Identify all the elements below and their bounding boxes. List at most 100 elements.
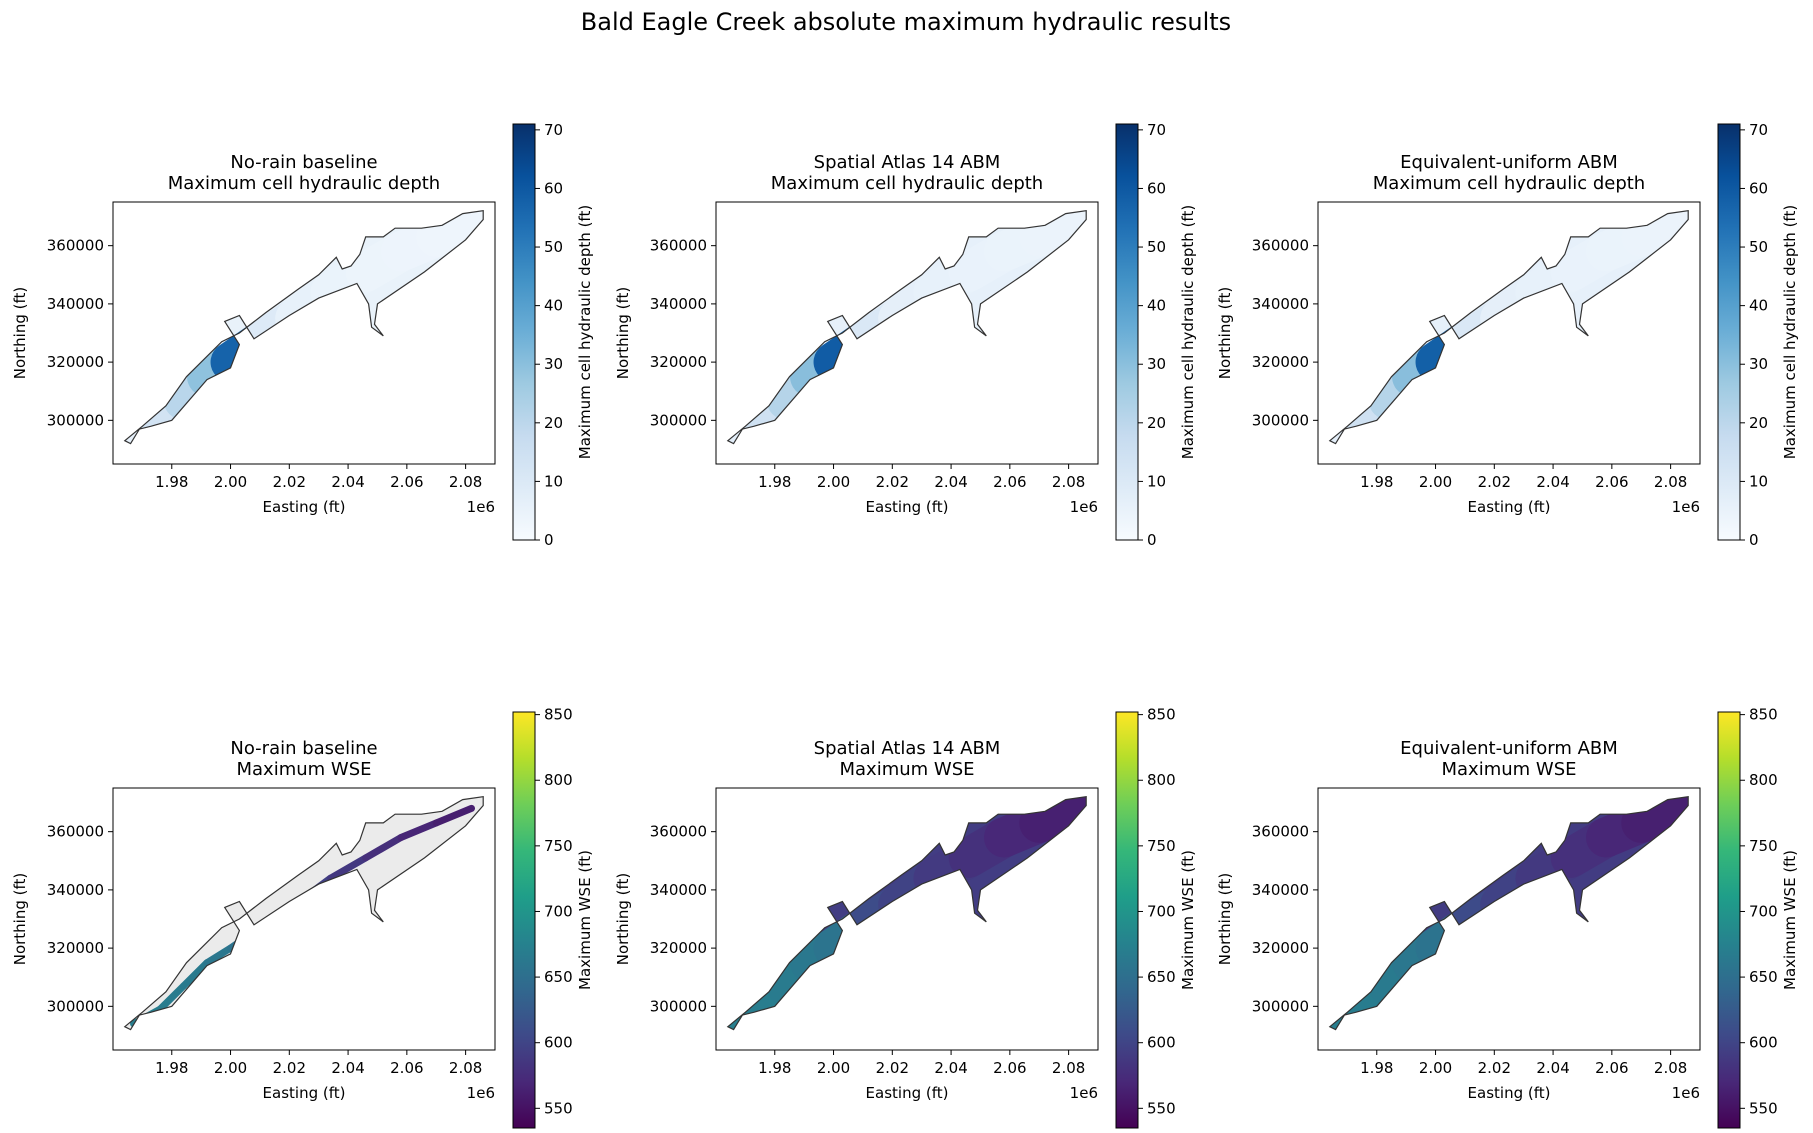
axes-frame	[1317, 787, 1701, 1051]
value-band	[397, 819, 440, 841]
colorbar-tick-label: 10	[1147, 472, 1166, 490]
y-axis-label: Northing (ft)	[1216, 873, 1234, 966]
colorbar-tick-label: 20	[544, 414, 563, 432]
y-tick-label: 320000	[47, 353, 104, 371]
panel: Spatial Atlas 14 ABM Maximum WSE 1.98 2.00 2…	[614, 706, 1197, 1129]
colorbar-tick-label: 70	[1147, 121, 1166, 139]
x-tick-label: 2.00	[214, 473, 247, 491]
value-band	[813, 321, 883, 383]
domain-outline	[726, 796, 1087, 1031]
x-tick-label: 2.06	[993, 473, 1026, 491]
value-band	[156, 982, 188, 1013]
y-tick-label: 300000	[47, 411, 104, 429]
y-tick-label: 300000	[1252, 411, 1309, 429]
y-tick-label: 320000	[1252, 353, 1309, 371]
x-tick-label: 2.00	[817, 1059, 850, 1077]
x-tick-label: 2.06	[1595, 473, 1628, 491]
colorbar-tick-label: 60	[544, 179, 563, 197]
panel: Equivalent-uniform ABM Maximum WSE 1.98 2.0…	[1216, 706, 1799, 1129]
panel-title: Spatial Atlas 14 ABM Maximum WSE	[814, 738, 1001, 780]
x-tick-label: 2.06	[993, 1059, 1026, 1077]
x-tick-label: 2.06	[390, 1059, 423, 1077]
x-tick-label: 2.08	[1052, 473, 1085, 491]
colorbar-tick-label: 550	[1749, 1099, 1778, 1117]
colorbar-tick-label: 550	[544, 1099, 573, 1117]
colorbar-tick-label: 30	[1147, 355, 1166, 373]
value-band	[1415, 907, 1485, 969]
colorbar	[1115, 123, 1139, 541]
axes-frame	[112, 787, 496, 1051]
value-band	[432, 804, 475, 827]
x-tick-label: 2.00	[214, 1059, 247, 1077]
y-axis-label: Northing (ft)	[11, 287, 29, 380]
colorbar-tick-label: 850	[1147, 706, 1176, 724]
colorbar-tick-label: 10	[1749, 472, 1768, 490]
colorbar-tick-label: 600	[1749, 1034, 1778, 1052]
colorbar-tick-label: 600	[544, 1034, 573, 1052]
value-band	[180, 959, 211, 990]
colorbar-tick-label: 50	[1147, 238, 1166, 256]
value-band	[326, 854, 370, 882]
x-tick-label: 1.98	[1360, 473, 1393, 491]
colorbar-tick-label: 800	[544, 771, 573, 789]
colorbar-label: Maximum WSE (ft)	[1179, 850, 1197, 990]
colorbar	[1115, 711, 1139, 1129]
colorbar-tick-label: 850	[1749, 706, 1778, 724]
x-axis-label: Easting (ft)	[1468, 498, 1551, 516]
x-tick-label: 2.06	[1595, 1059, 1628, 1077]
colorbar-tick-label: 700	[1147, 902, 1176, 920]
value-band	[813, 907, 883, 969]
colorbar-label: Maximum cell hydraulic depth (ft)	[1179, 205, 1197, 459]
raster	[727, 210, 1087, 444]
y-tick-label: 340000	[47, 295, 104, 313]
x-axis-label: Easting (ft)	[866, 498, 949, 516]
colorbar-tick-label: 0	[1749, 531, 1759, 549]
y-axis-label: Northing (ft)	[614, 287, 632, 380]
y-tick-label: 300000	[650, 411, 707, 429]
x-tick-label: 1.98	[1360, 1059, 1393, 1077]
x-tick-label: 2.02	[876, 1059, 909, 1077]
x-tick-label: 2.04	[331, 1059, 364, 1077]
colorbar-tick-label: 750	[544, 837, 573, 855]
value-band	[1019, 210, 1087, 257]
colorbar-tick-label: 30	[544, 355, 563, 373]
y-tick-label: 340000	[1252, 881, 1309, 899]
y-tick-label: 360000	[47, 823, 104, 841]
y-tick-label: 360000	[1252, 823, 1309, 841]
domain-outline	[1328, 210, 1689, 445]
x-tick-label: 2.00	[1419, 1059, 1452, 1077]
panel-title: Equivalent-uniform ABM Maximum WSE	[1400, 738, 1618, 780]
y-tick-label: 300000	[1252, 997, 1309, 1015]
no-data-area	[124, 796, 484, 1030]
y-tick-label: 300000	[47, 997, 104, 1015]
y-tick-label: 360000	[650, 237, 707, 255]
axes-frame	[715, 201, 1099, 465]
colorbar	[1717, 123, 1741, 541]
colorbar-tick-label: 550	[1147, 1099, 1176, 1117]
x-axis-label: Easting (ft)	[1468, 1084, 1551, 1102]
x-tick-label: 2.08	[1654, 473, 1687, 491]
x-offset-label: 1e6	[1070, 498, 1098, 516]
x-axis-label: Easting (ft)	[866, 1084, 949, 1102]
x-tick-label: 2.04	[1536, 473, 1569, 491]
x-tick-label: 2.02	[1478, 473, 1511, 491]
colorbar-tick-label: 700	[1749, 902, 1778, 920]
x-axis-label: Easting (ft)	[263, 498, 346, 516]
x-axis-label: Easting (ft)	[263, 1084, 346, 1102]
x-offset-label: 1e6	[467, 498, 495, 516]
y-tick-label: 340000	[650, 881, 707, 899]
x-tick-label: 2.02	[273, 1059, 306, 1077]
colorbar-tick-label: 40	[544, 297, 563, 315]
x-tick-label: 2.04	[1536, 1059, 1569, 1077]
y-tick-label: 340000	[1252, 295, 1309, 313]
x-tick-label: 2.08	[449, 1059, 482, 1077]
colorbar-tick-label: 850	[544, 706, 573, 724]
colorbar-tick-label: 70	[1749, 121, 1768, 139]
colorbar-tick-label: 20	[1147, 414, 1166, 432]
panel: Spatial Atlas 14 ABM Maximum cell hydraul…	[614, 121, 1197, 549]
value-band	[203, 944, 235, 967]
value-band	[1415, 321, 1485, 383]
colorbar-tick-label: 20	[1749, 414, 1768, 432]
colorbar-tick-label: 650	[544, 968, 573, 986]
panels: No-rain baseline Maximum cell hydraulic d…	[11, 121, 1799, 1129]
